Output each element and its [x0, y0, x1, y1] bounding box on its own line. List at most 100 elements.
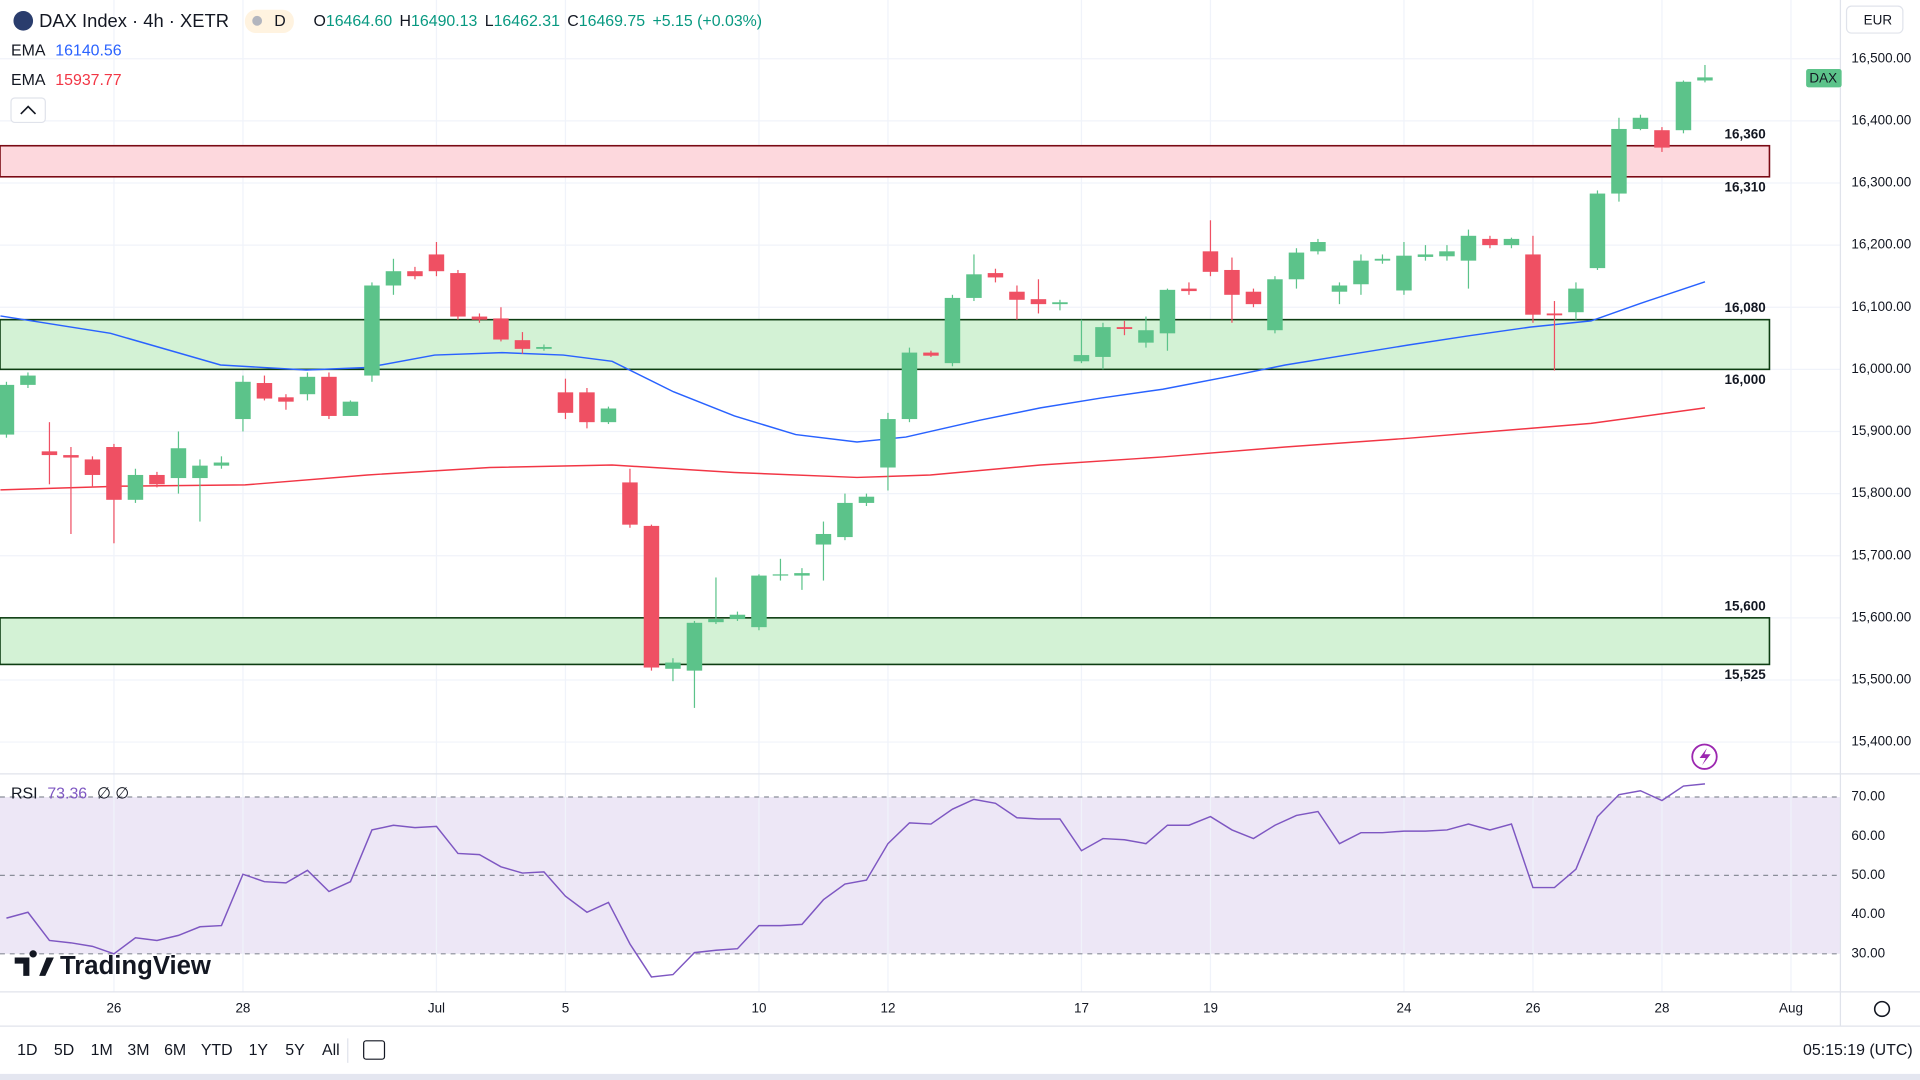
candle-body — [127, 474, 144, 500]
candle-body — [1159, 289, 1176, 334]
candle-body — [514, 340, 531, 349]
candle-body — [1138, 330, 1154, 343]
brand-logo — [14, 950, 54, 976]
candle-body — [149, 474, 165, 485]
candle-body — [536, 346, 552, 349]
candle-body — [256, 383, 273, 399]
zone — [0, 318, 1771, 371]
candle-body — [321, 376, 337, 416]
x-tick-label: 10 — [751, 1001, 766, 1016]
rsi-tick-label: 60.00 — [1851, 828, 1885, 843]
brand: TradingView — [60, 952, 212, 980]
ohlc-value: 16490.13 — [411, 13, 477, 30]
candle-body — [794, 573, 810, 576]
candle-body — [1439, 251, 1455, 257]
x-tick-label: 17 — [1074, 1001, 1089, 1016]
ema-legend: EMA 15937.77 — [11, 72, 122, 89]
settings-icon[interactable] — [1873, 1000, 1891, 1018]
change: +5.15 (+0.03%) — [652, 13, 762, 30]
zone-label: 16,080 — [1725, 300, 1766, 315]
rsi-tick-label: 70.00 — [1851, 789, 1885, 804]
calendar-icon[interactable] — [363, 1040, 386, 1060]
y-tick-label: 15,700.00 — [1851, 547, 1911, 562]
candle-body — [1181, 288, 1197, 292]
rsi-tick-label: 50.00 — [1851, 867, 1885, 882]
ohlc-value: 16464.60 — [326, 13, 392, 30]
range-button[interactable]: 5D — [54, 1042, 74, 1059]
y-tick-label: 15,400.00 — [1851, 734, 1911, 749]
zone-label: 16,360 — [1725, 126, 1766, 141]
alert-icon[interactable] — [1691, 743, 1718, 770]
candle-body — [1632, 117, 1649, 129]
rsi-tick-label: 30.00 — [1851, 945, 1885, 960]
candle-body — [106, 447, 122, 500]
x-tick-label: 26 — [106, 1001, 121, 1016]
candle-body — [1611, 128, 1627, 194]
collapse-icon — [20, 105, 37, 115]
candle-body — [1331, 285, 1348, 292]
candle-body — [708, 619, 724, 623]
candle-body — [471, 316, 488, 320]
range-button[interactable]: 3M — [127, 1042, 149, 1059]
candle-body — [299, 376, 316, 395]
ema-line — [0, 281, 1706, 443]
rsi-extra: ∅ ∅ — [97, 786, 129, 803]
ohlc-key: O — [313, 13, 325, 30]
clock: 05:15:19 (UTC) — [1803, 1042, 1913, 1059]
currency: EUR — [1864, 12, 1893, 27]
range-button[interactable]: 1D — [17, 1042, 37, 1059]
ema-legend: EMA 16140.56 — [11, 43, 122, 60]
candle-body — [1073, 355, 1090, 362]
collapse-btn[interactable] — [10, 97, 46, 124]
ema-value: 16140.56 — [55, 43, 121, 60]
candle-body — [1310, 242, 1326, 252]
rsi-line — [6, 783, 1706, 978]
currency-btn[interactable] — [1845, 5, 1904, 34]
candle-body — [1568, 288, 1584, 313]
candle-body — [579, 392, 595, 423]
ohlc: O16464.60 H16490.13 L16462.31 C16469.75 +5.1… — [313, 13, 762, 30]
candle-body — [235, 381, 251, 420]
candle-body — [1503, 238, 1520, 246]
symbol: DAX Index · 4h · XETR — [39, 10, 229, 31]
range-button[interactable]: All — [322, 1042, 340, 1059]
badge-bg — [244, 9, 294, 34]
ohlc-key: H — [400, 13, 412, 30]
ohlc-value: 16462.31 — [494, 13, 560, 30]
ema-line — [0, 407, 1706, 491]
candle-body — [41, 451, 58, 456]
candle-body — [944, 297, 961, 364]
x-tick-label: Aug — [1779, 1001, 1803, 1016]
candle-body — [342, 401, 359, 416]
rsi-legend: RSI 73.36 ∅ ∅ — [11, 786, 129, 803]
y-tick-label: 15,500.00 — [1851, 672, 1911, 687]
zone-label: 15,525 — [1725, 667, 1767, 682]
candle-body — [622, 482, 638, 525]
x-tick-label: 12 — [880, 1001, 895, 1016]
x-tick-label: 24 — [1396, 1001, 1411, 1016]
range-button[interactable]: 1Y — [249, 1042, 269, 1059]
candle-body — [213, 462, 230, 466]
candle-body — [686, 622, 703, 671]
candle-body — [1482, 238, 1498, 246]
ema-value: 15937.77 — [55, 72, 121, 89]
y-tick-label: 15,600.00 — [1851, 609, 1911, 624]
x-tick-label: 26 — [1525, 1001, 1540, 1016]
candle-body — [192, 465, 208, 479]
range-button[interactable]: 5Y — [285, 1042, 305, 1059]
candle-body — [84, 459, 101, 475]
candle-body — [20, 375, 36, 385]
candle-body — [428, 254, 445, 272]
candle-body — [1245, 291, 1262, 305]
candle-body — [600, 408, 617, 423]
x-tick-label: 5 — [562, 1001, 569, 1016]
range-button[interactable]: 1M — [91, 1042, 113, 1059]
candle-body — [643, 525, 660, 668]
candle-body — [1288, 252, 1305, 280]
y-tick-label: 16,300.00 — [1851, 175, 1911, 190]
candle-body — [385, 271, 402, 286]
range-button[interactable]: YTD — [201, 1042, 233, 1059]
range-button[interactable]: 6M — [164, 1042, 186, 1059]
candle-body — [772, 574, 789, 576]
